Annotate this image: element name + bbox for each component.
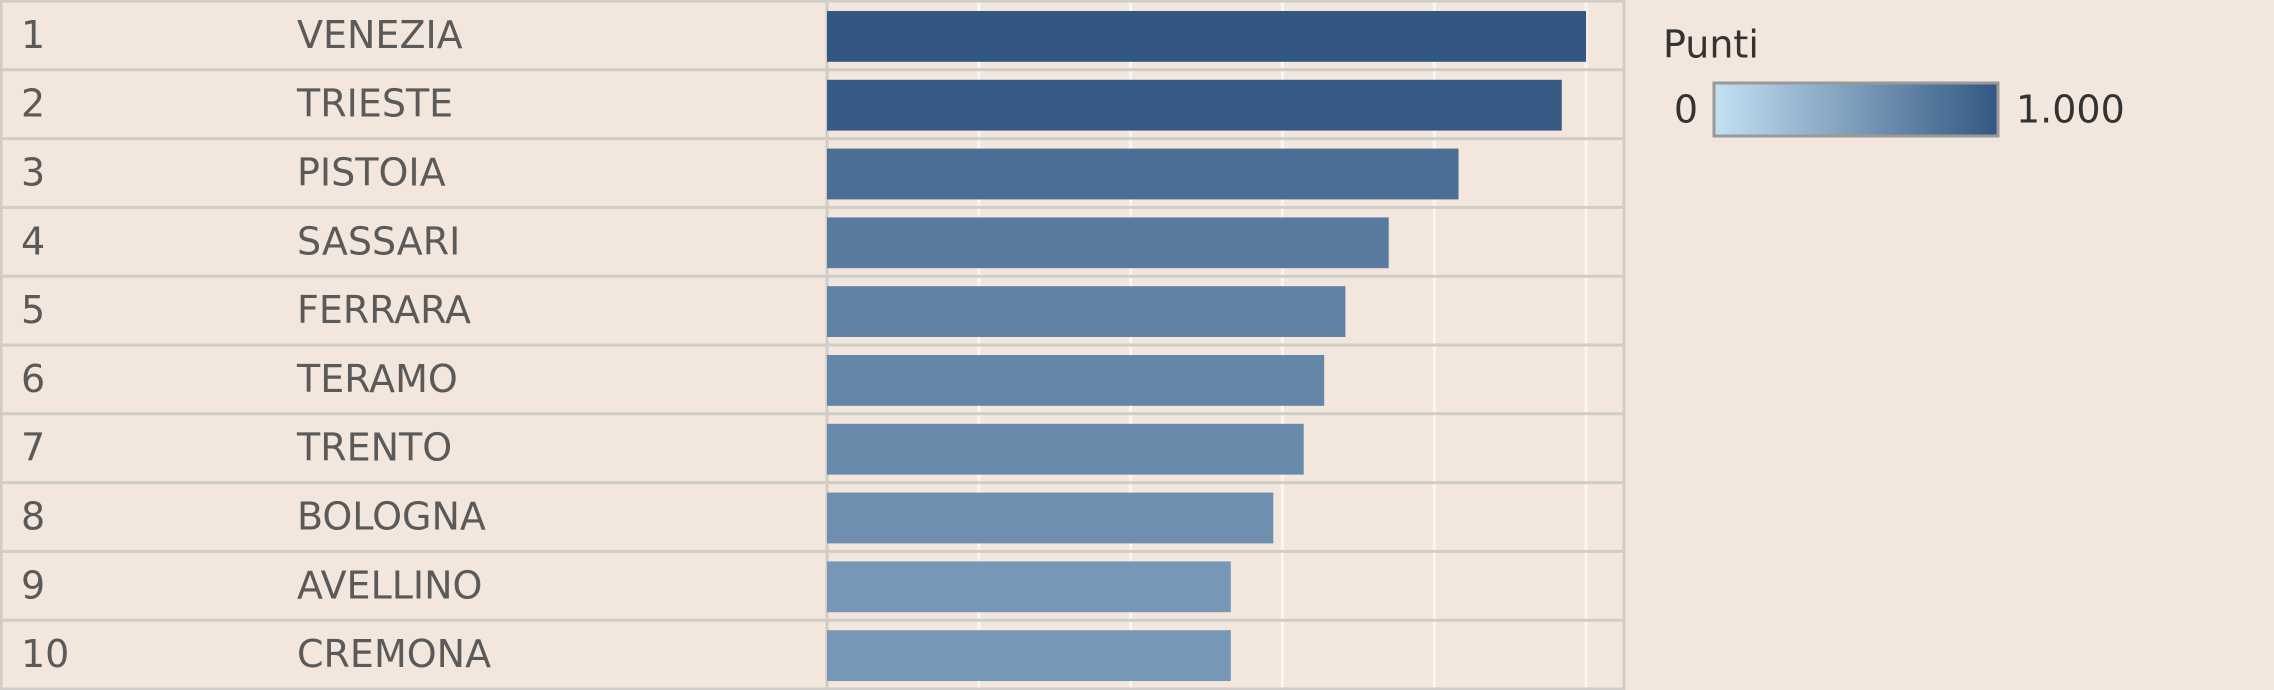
bar <box>827 630 1231 681</box>
rank-label: 1 <box>21 13 45 57</box>
rank-label: 8 <box>21 495 45 539</box>
category-label: PISTOIA <box>297 151 446 195</box>
rank-label: 3 <box>21 151 45 195</box>
category-label: SASSARI <box>297 219 460 263</box>
bar <box>827 423 1304 475</box>
bar <box>827 492 1274 544</box>
rank-label: 5 <box>21 288 45 332</box>
category-label: TRENTO <box>296 426 452 470</box>
bar <box>827 355 1325 406</box>
rank-label: 6 <box>21 357 45 401</box>
category-label: AVELLINO <box>297 563 482 607</box>
bar <box>827 148 1459 200</box>
rank-label: 10 <box>21 632 69 676</box>
bar <box>827 79 1562 131</box>
legend-tick-label: 0 <box>1674 88 1698 132</box>
rank-label: 7 <box>21 426 45 470</box>
bar <box>827 286 1346 337</box>
bar <box>827 561 1231 613</box>
category-label: CREMONA <box>297 632 491 676</box>
category-label: BOLOGNA <box>297 495 486 539</box>
bar <box>827 217 1389 269</box>
category-label: FERRARA <box>297 288 471 332</box>
bar <box>827 11 1587 62</box>
legend-gradient <box>1712 81 2000 138</box>
category-label: TRIESTE <box>296 82 453 126</box>
rank-label: 2 <box>21 82 45 126</box>
category-label: VENEZIA <box>297 13 463 57</box>
rank-label: 4 <box>21 219 45 263</box>
legend-tick-label: 1.000 <box>2016 88 2125 132</box>
rank-label: 9 <box>21 563 45 607</box>
legend-title: Punti <box>1663 23 1759 67</box>
category-label: TERAMO <box>296 357 458 401</box>
